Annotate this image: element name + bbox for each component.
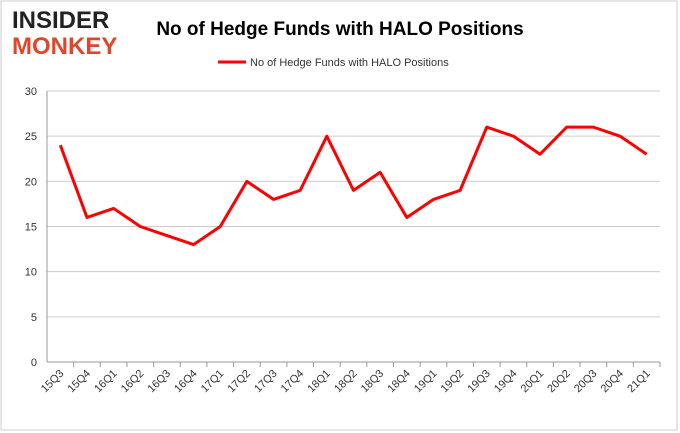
legend-label: No of Hedge Funds with HALO Positions <box>250 57 449 69</box>
logo-line1: INSIDER <box>12 7 109 34</box>
data-line <box>58 125 648 247</box>
logo-line2: MONKEY <box>12 33 117 60</box>
y-tick-label: 30 <box>25 86 37 98</box>
chart-title: No of Hedge Funds with HALO Positions <box>156 19 523 40</box>
y-tick-label: 20 <box>25 176 37 188</box>
y-tick-label: 10 <box>25 267 37 279</box>
y-tick-label: 25 <box>25 131 37 143</box>
y-tick-label: 15 <box>25 222 37 234</box>
y-tick-label: 0 <box>31 357 37 369</box>
y-tick-label: 5 <box>31 312 37 324</box>
